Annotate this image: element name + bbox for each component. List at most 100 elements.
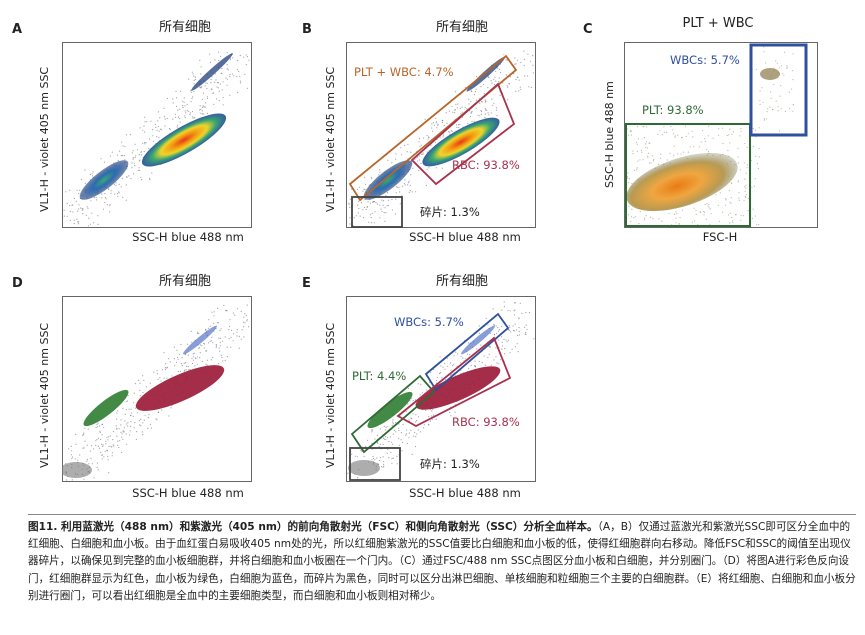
scatter-dot <box>705 218 707 220</box>
y-axis-label: SSC-H blue 488 nm <box>603 81 616 188</box>
scatter-dot <box>95 426 97 428</box>
scatter-dot <box>418 169 420 172</box>
scatter-dot <box>121 451 123 454</box>
scatter-dot <box>641 151 643 153</box>
scatter-dot <box>763 119 766 121</box>
scatter-dot <box>443 125 445 127</box>
scatter-dot <box>226 84 228 86</box>
scatter-dot <box>692 136 694 138</box>
scatter-dot <box>490 364 492 366</box>
scatter-dot <box>236 75 238 77</box>
scatter-dot <box>205 363 207 365</box>
scatter-dot <box>219 329 221 331</box>
scatter-dot <box>512 325 514 327</box>
scatter-dot <box>166 97 168 100</box>
scatter-dot <box>739 135 741 137</box>
scatter-dot <box>470 101 472 103</box>
scatter-dot <box>523 65 525 67</box>
scatter-dot <box>73 197 75 200</box>
scatter-dot <box>379 443 381 445</box>
scatter-dot <box>179 370 181 372</box>
scatter-dot <box>421 392 424 394</box>
scatter-dot <box>213 315 215 317</box>
scatter-dot <box>398 423 400 425</box>
scatter-dot <box>155 126 157 128</box>
scatter-dot <box>214 59 216 61</box>
scatter-dot <box>367 201 369 203</box>
scatter-dot <box>478 97 480 99</box>
scatter-dot <box>391 443 394 445</box>
scatter-dot <box>495 325 497 327</box>
scatter-dot <box>170 407 172 409</box>
scatter-dot <box>481 361 483 364</box>
scatter-dot <box>709 224 711 226</box>
scatter-dot <box>715 194 717 196</box>
wbc-population <box>191 53 233 91</box>
scatter-dot <box>728 214 730 216</box>
scatter-dot <box>404 144 406 146</box>
scatter-dot <box>382 456 384 458</box>
scatter-dot <box>81 208 83 210</box>
scatter-dot <box>636 143 638 145</box>
scatter-dot <box>182 106 184 109</box>
scatter-dot <box>234 314 236 316</box>
scatter-dot <box>725 198 727 200</box>
scatter-dot <box>707 135 709 137</box>
scatter-dot <box>85 214 87 216</box>
scatter-dot <box>475 88 477 90</box>
scatter-dot <box>136 431 138 433</box>
scatter-dot <box>378 446 380 448</box>
scatter-dot <box>515 78 517 81</box>
scatter-dot <box>160 128 162 130</box>
scatter-dot <box>684 125 687 127</box>
scatter-dot <box>219 83 221 85</box>
scatter-dot <box>504 348 506 350</box>
scatter-dot <box>680 136 683 139</box>
scatter-dot <box>456 124 458 126</box>
scatter-dot <box>731 216 733 219</box>
scatter-dot <box>441 121 443 124</box>
scatter-dot <box>514 323 516 325</box>
scatter-dot <box>123 431 125 433</box>
scatter-dot <box>726 134 728 137</box>
scatter-dot <box>180 363 183 365</box>
scatter-dot <box>202 106 204 108</box>
scatter-dot <box>744 142 746 144</box>
scatter-dot <box>496 115 498 117</box>
scatter-dot <box>218 90 220 92</box>
scatter-dot <box>75 433 77 435</box>
rbc-gate-label: RBC: 93.8% <box>452 158 520 172</box>
scatter-dot <box>211 336 213 338</box>
scatter-dot <box>422 153 424 155</box>
scatter-dot <box>200 73 202 75</box>
debris-population <box>62 462 92 478</box>
scatter-dot <box>728 134 730 136</box>
scatter-dot <box>679 216 681 219</box>
scatter-dot <box>178 353 180 355</box>
scatter-dot <box>493 78 495 80</box>
scatter-dot <box>191 358 193 360</box>
scatter-dot <box>780 108 782 110</box>
scatter-dot <box>474 366 477 368</box>
scatter-dot <box>371 430 373 432</box>
scatter-dot <box>218 59 220 62</box>
scatter-dot <box>483 355 485 357</box>
scatter-dot <box>524 326 526 328</box>
scatter-dot <box>118 428 120 430</box>
scatter-dot <box>101 434 103 436</box>
scatter-dot <box>501 341 503 343</box>
rbc-gate-label: RBC: 93.8% <box>452 415 520 429</box>
scatter-dot <box>474 91 476 93</box>
scatter-dot <box>135 155 137 157</box>
scatter-dot <box>185 369 187 371</box>
scatter-dot <box>770 91 772 93</box>
scatter-dot <box>712 137 714 139</box>
scatter-dot <box>144 143 146 145</box>
wbc-population <box>183 325 217 355</box>
scatter-dot <box>627 172 629 174</box>
scatter-dot <box>191 341 193 343</box>
scatter-dot <box>520 61 522 64</box>
scatter-dot <box>436 376 438 379</box>
scatter-dot <box>96 462 98 464</box>
scatter-dot <box>175 90 177 92</box>
